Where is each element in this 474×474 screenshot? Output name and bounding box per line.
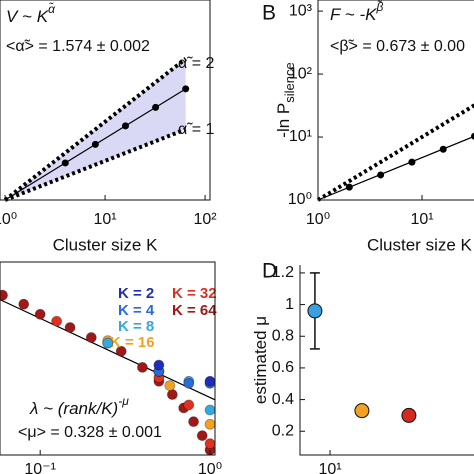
y-tick-label: 10¹: [289, 128, 312, 145]
legend-entry: K = 4: [118, 302, 155, 319]
data-point: [18, 298, 30, 310]
data-point: [182, 85, 190, 93]
x-tick-label: 10⁻¹: [24, 461, 56, 474]
data-point: [345, 183, 353, 191]
x-tick-label: 10¹: [410, 211, 433, 228]
x-tick-label: 10⁰: [306, 211, 330, 228]
data-point: [183, 377, 195, 389]
y-tick-label: 10⁰: [288, 191, 312, 208]
data-point: [188, 416, 199, 428]
data-point: [115, 345, 127, 357]
y-tick-label: 0.2: [272, 422, 294, 439]
panel-letter: B: [262, 2, 276, 25]
y-tick-label: 10²: [289, 65, 313, 82]
x-tick-label: 10⁰: [198, 461, 222, 474]
legend-entry: K = 16: [110, 334, 155, 351]
x-axis-label: Cluster size K: [53, 235, 159, 254]
plot-frame: [317, 0, 474, 201]
data-point: [204, 438, 216, 450]
chart-title: F ~ -Kβ̃: [330, 0, 383, 24]
data-point: [204, 404, 216, 416]
x-tick-label: 10¹: [94, 211, 117, 228]
data-point: [471, 132, 474, 140]
chart-title: V ~ Kα̃: [6, 1, 56, 26]
data-point: [91, 140, 99, 148]
data-point: [51, 315, 63, 327]
data-point: [196, 430, 208, 442]
title-text: F ~ -K: [330, 5, 377, 24]
data-point: [121, 122, 129, 130]
data-point: [354, 403, 370, 419]
stat-annotation: <μ> = 0.328 ± 0.001: [18, 424, 162, 441]
data-point: [0, 289, 8, 301]
y-tick-label: 10³: [289, 2, 313, 19]
data-point: [439, 145, 447, 153]
data-point: [137, 361, 148, 373]
guide-label: α̃ = 2: [178, 55, 214, 72]
data-point: [153, 359, 165, 371]
data-point: [166, 389, 178, 400]
title-text: V ~ K: [6, 7, 49, 26]
plot-frame: [0, 261, 216, 456]
guide-line: [316, 103, 474, 202]
stat-annotation: <α̃> = 1.574 ± 0.002: [6, 38, 150, 55]
title-text: λ ~ (rank/K): [29, 399, 118, 418]
fit-line: [317, 135, 474, 201]
legend-entry: K = 64: [172, 302, 217, 319]
y-axis-label: -ln Psilence: [274, 62, 297, 137]
data-point: [408, 158, 416, 166]
y-tick-label: 1.2: [272, 264, 294, 281]
y-axis-label: estimated μ: [251, 316, 270, 404]
y-tick-label: 0.4: [272, 391, 294, 408]
panel-letter: D: [262, 260, 277, 283]
stat-annotation: <β̃> = 0.673 ± 0.00: [330, 38, 465, 55]
y-tick-label: 0.8: [272, 327, 294, 344]
guide-line: [3, 57, 187, 202]
x-tick-label: 10⁰: [0, 211, 17, 228]
x-axis-label: Cluster size K: [367, 235, 473, 254]
data-point: [152, 103, 160, 111]
guide-label: α̃ = 1: [178, 121, 214, 138]
data-point: [64, 322, 76, 333]
data-point: [34, 308, 46, 320]
data-point: [164, 380, 176, 391]
legend-entry: K = 32: [172, 285, 217, 302]
x-tick-label: 10²: [194, 211, 218, 228]
legend-entry: K = 8: [118, 318, 154, 335]
data-point: [102, 337, 114, 349]
y-tick-label: 0.6: [272, 359, 294, 376]
title-exponent: -μ: [118, 394, 129, 408]
axis-line: [299, 265, 474, 456]
x-tick-label: 10¹: [318, 461, 341, 474]
data-point: [401, 407, 417, 423]
data-point: [85, 332, 97, 343]
y-label-text: -ln P: [274, 103, 293, 138]
title-exponent: α̃: [48, 1, 56, 16]
chart-title: λ ~ (rank/K)-μ: [29, 394, 129, 418]
y-label-text: estimated μ: [251, 316, 270, 404]
title-exponent: β̃: [375, 0, 383, 14]
y-tick-label: 1: [285, 296, 294, 313]
data-point: [204, 418, 216, 430]
guide-line: [4, 127, 187, 202]
data-point: [61, 159, 69, 167]
data-point: [183, 399, 195, 411]
legend-entry: K = 2: [118, 285, 154, 302]
data-point: [307, 303, 323, 319]
y-label-subscript: silence: [282, 62, 297, 102]
data-point: [377, 171, 385, 179]
data-point: [204, 375, 216, 387]
